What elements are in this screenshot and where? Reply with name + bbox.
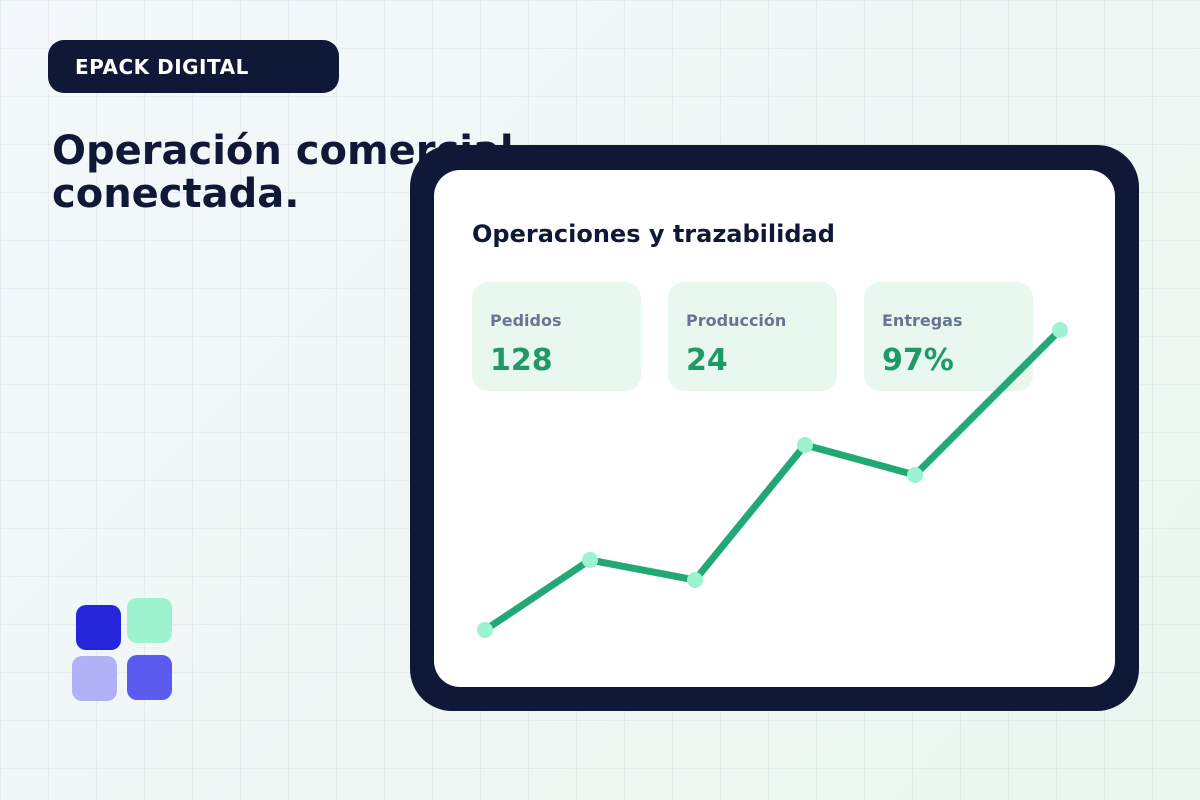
trend-line-chart — [477, 322, 1068, 638]
metric-value: 128 — [490, 343, 553, 378]
dashboard-screen: Operaciones y trazabilidad Pedidos 128 P… — [434, 170, 1115, 687]
data-point-5 — [1052, 322, 1068, 338]
panel-title: Operaciones y trazabilidad — [472, 220, 835, 248]
metric-label: Entregas — [882, 311, 963, 330]
data-point-2 — [687, 572, 703, 588]
metric-card-pedidos: Pedidos 128 — [472, 282, 641, 391]
metric-card-produccion: Producción 24 — [668, 282, 837, 391]
metric-card-entregas: Entregas 97% — [864, 282, 1033, 391]
logo-tile-mint — [127, 598, 172, 643]
brand-badge: EPACK DIGITAL — [48, 40, 339, 93]
logo-tile-indigo — [127, 655, 172, 700]
data-point-3 — [797, 437, 813, 453]
series-line-0 — [481, 326, 1064, 634]
data-point-4 — [907, 467, 923, 483]
brand-name: EPACK DIGITAL — [75, 54, 249, 79]
device-frame: Operaciones y trazabilidad Pedidos 128 P… — [410, 145, 1139, 711]
logo-tile-lavender — [72, 656, 117, 701]
metric-label: Producción — [686, 311, 787, 330]
metric-label: Pedidos — [490, 311, 562, 330]
logo-tile-blue — [76, 605, 121, 650]
data-point-0 — [477, 622, 493, 638]
metric-value: 97% — [882, 343, 954, 378]
data-point-1 — [582, 552, 598, 568]
metric-value: 24 — [686, 343, 728, 378]
